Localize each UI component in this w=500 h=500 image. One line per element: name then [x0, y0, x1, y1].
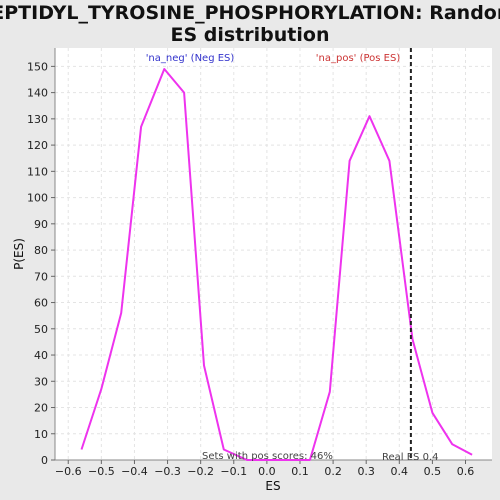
- tick-labels: −0.6 −0.5 −0.4 −0.3 −0.2 −0.1 0.0 0.1 0.2 0.3 0.4 0…: [27, 60, 474, 478]
- x-tick-label: −0.4: [121, 465, 148, 478]
- y-tick-label: 30: [34, 375, 48, 388]
- x-tick-label: 0.4: [391, 465, 409, 478]
- y-tick-label: 60: [34, 297, 48, 310]
- x-tick-label: 0.0: [258, 465, 276, 478]
- x-tick-label: −0.5: [88, 465, 115, 478]
- y-tick-label: 100: [27, 192, 48, 205]
- y-tick-label: 40: [34, 349, 48, 362]
- y-tick-label: 70: [34, 270, 48, 283]
- legend-label-pos: 'na_pos' (Pos ES): [316, 53, 401, 64]
- x-tick-label: 0.5: [424, 465, 442, 478]
- y-tick-label: 90: [34, 218, 48, 231]
- x-tick-label: −0.1: [220, 465, 247, 478]
- x-tick-label: 0.3: [357, 465, 375, 478]
- x-axis-label: ES: [265, 479, 280, 493]
- y-tick-label: 110: [27, 165, 48, 178]
- y-axis-label: P(ES): [12, 238, 26, 270]
- series-line: [80, 68, 473, 461]
- y-tick-label: 140: [27, 87, 48, 100]
- real-es-label: Real ES 0.4: [382, 452, 438, 463]
- x-tick-label: −0.2: [187, 465, 214, 478]
- x-tick-label: 0.6: [457, 465, 475, 478]
- plot-area: [55, 48, 492, 460]
- x-tick-label: −0.3: [154, 465, 181, 478]
- chart-title-line2: ES distribution: [171, 24, 330, 46]
- series-lines: [80, 68, 473, 461]
- footer-note: Sets with pos scores: 46%: [202, 451, 333, 462]
- y-tick-label: 20: [34, 402, 48, 415]
- y-tick-label: 150: [27, 60, 48, 73]
- chart-title-line1: PEPTIDYL_TYROSINE_PHOSPHORYLATION: Rando…: [0, 2, 500, 24]
- y-tick-label: 80: [34, 244, 48, 257]
- y-tick-label: 10: [34, 428, 48, 441]
- y-tick-label: 130: [27, 113, 48, 126]
- x-tick-label: 0.2: [324, 465, 342, 478]
- y-tick-label: 0: [41, 454, 48, 467]
- x-tick-label: 0.1: [291, 465, 309, 478]
- y-tick-label: 120: [27, 139, 48, 152]
- y-tick-label: 50: [34, 323, 48, 336]
- x-tick-label: −0.6: [55, 465, 82, 478]
- legend-label-neg: 'na_neg' (Neg ES): [146, 53, 235, 64]
